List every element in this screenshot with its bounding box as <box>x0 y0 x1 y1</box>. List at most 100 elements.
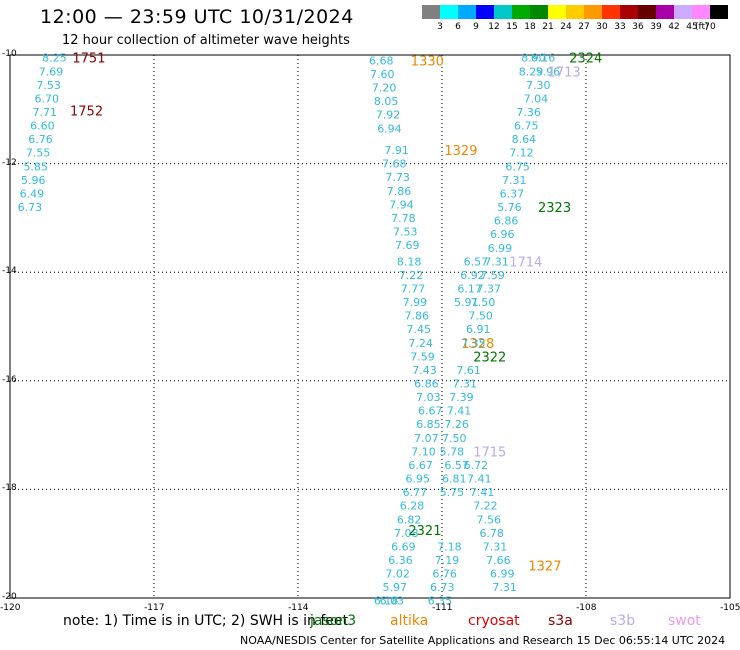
satellite-legend-item: swot <box>668 613 701 629</box>
pass-number-label: 2323 <box>538 201 571 216</box>
map-frame <box>9 54 731 599</box>
wave-height-value: 5.76 <box>497 201 522 214</box>
footer-note: note: 1) Time is in UTC; 2) SWH is in fe… <box>63 613 349 629</box>
wave-height-value: 7.18 <box>437 540 462 553</box>
wave-height-value: 7.39 <box>449 391 474 404</box>
wave-height-value: 7.66 <box>486 554 511 567</box>
wave-height-value: 5.96 <box>536 65 561 78</box>
credit-line: NOAA/NESDIS Center for Satellite Applica… <box>240 634 726 647</box>
wave-height-value: 6.68 <box>369 54 394 67</box>
wave-height-value: 7.86 <box>405 310 430 323</box>
wave-height-value: 7.31 <box>502 174 527 187</box>
wave-height-value: 6.49 <box>20 187 44 200</box>
map-subtitle: 12 hour collection of altimeter wave hei… <box>62 33 350 48</box>
wave-height-value: 7.45 <box>406 323 431 336</box>
scale-swatch <box>692 5 710 19</box>
wave-height-value: 6.16 <box>531 52 556 65</box>
wave-height-value: 6.99 <box>490 568 515 581</box>
satellite-legend-item: s3b <box>610 613 636 629</box>
wave-height-value: 5.97 <box>382 581 407 594</box>
longitude-tick-label: -117 <box>144 603 165 613</box>
latitude-tick-label: -18 <box>2 483 17 494</box>
scale-swatch <box>458 5 476 19</box>
wave-height-value: 7.94 <box>389 198 414 211</box>
wave-height-value: 7.22 <box>473 500 498 513</box>
wave-height-value: 7.61 <box>456 364 481 377</box>
pass-number-label: 1330 <box>411 54 444 69</box>
wave-height-value: 6.86 <box>494 215 518 228</box>
wave-height-value: 6.95 <box>406 473 431 486</box>
wave-height-value: 8.05 <box>374 95 399 108</box>
pass-number-label: 1714 <box>509 255 542 270</box>
wave-height-value: 7.60 <box>370 68 395 81</box>
scale-swatch <box>620 5 638 19</box>
wave-height-value: 8.90 <box>521 52 546 65</box>
wave-height-value: 6.76 <box>432 568 457 581</box>
scale-tick-label: 21 <box>542 22 554 32</box>
wave-height-value: 6.18 <box>374 595 399 608</box>
scale-tick-label: 45 <box>686 22 698 32</box>
longitude-tick-label: -111 <box>432 603 453 613</box>
wave-height-value: 7.86 <box>387 185 412 198</box>
scale-swatch <box>422 5 440 19</box>
pass-number-label: 1713 <box>548 65 581 80</box>
wave-height-value: 7.55 <box>26 147 51 160</box>
wave-height-value: 6.91 <box>466 323 491 336</box>
wave-height-value: 6.94 <box>377 122 402 135</box>
wave-height-value: 6.03 <box>380 595 405 608</box>
scale-unit-label: (ft) <box>695 22 709 32</box>
longitude-tick-label: -108 <box>576 603 597 613</box>
wave-height-value: 7.59 <box>410 350 435 363</box>
wave-height-value: 7.31 <box>483 540 508 553</box>
wave-height-value: 7.56 <box>477 513 502 526</box>
longitude-tick-label: -105 <box>720 603 740 613</box>
wave-height-value: 7.50 <box>442 432 467 445</box>
wave-height-value: 7.19 <box>435 554 460 567</box>
scale-swatch <box>602 5 620 19</box>
wave-height-value: 6.96 <box>490 228 515 241</box>
wave-height-value: 7.43 <box>412 364 437 377</box>
scale-swatch <box>656 5 674 19</box>
wave-height-value: 5.91 <box>454 296 479 309</box>
longitude-tick-label: -114 <box>288 603 309 613</box>
scale-tick-label: 39 <box>650 22 662 32</box>
wave-height-value: 8.64 <box>512 133 536 146</box>
wave-height-value: 6.72 <box>464 459 489 472</box>
wave-height-value: 8.18 <box>397 255 422 268</box>
scale-tick-label: 70 <box>704 22 716 32</box>
wave-height-value: 7.71 <box>33 106 58 119</box>
satellite-legend-item: altika <box>390 613 429 629</box>
wave-height-value: 7.69 <box>39 65 64 78</box>
wave-height-value: 6.57 <box>444 459 469 472</box>
wave-height-value: 6.85 <box>416 418 441 431</box>
wave-height-value: 6.92 <box>460 269 485 282</box>
wave-height-value: 7.24 <box>408 337 433 350</box>
wave-height-value: 6.73 <box>18 201 43 214</box>
scale-tick-label: 18 <box>524 22 536 32</box>
pass-number-label: 2322 <box>473 350 506 365</box>
wave-height-value: 7.41 <box>447 405 472 418</box>
wave-height-value: 6.67 <box>408 459 433 472</box>
wave-height-value: 7.12 <box>509 147 534 160</box>
wave-height-value: 6.73 <box>430 581 455 594</box>
wave-height-value: 7.92 <box>376 109 401 122</box>
wave-height-value: 7.53 <box>393 225 418 238</box>
pass-number-label: 1715 <box>473 445 506 460</box>
wave-height-value: 7.08 <box>394 527 419 540</box>
wave-height-value: 6.36 <box>388 554 413 567</box>
pass-number-label: 1752 <box>70 104 103 119</box>
wave-height-value: 6.75 <box>514 120 539 133</box>
longitude-tick-label: -120 <box>0 603 21 613</box>
wave-height-value: 6.99 <box>488 242 512 255</box>
pass-number-label: 1751 <box>72 52 105 67</box>
wave-height-value: 7.53 <box>36 79 61 92</box>
wave-height-value: 7.91 <box>384 144 409 157</box>
wave-height-value: 5.78 <box>440 445 465 458</box>
wave-height-value: 6.28 <box>400 500 425 513</box>
scale-swatch <box>638 5 656 19</box>
wave-height-value: 7.41 <box>470 486 495 499</box>
wave-height-value: 7.59 <box>480 269 505 282</box>
latitude-tick-label: -12 <box>2 157 17 168</box>
wave-height-value: 7.35 <box>461 337 486 350</box>
